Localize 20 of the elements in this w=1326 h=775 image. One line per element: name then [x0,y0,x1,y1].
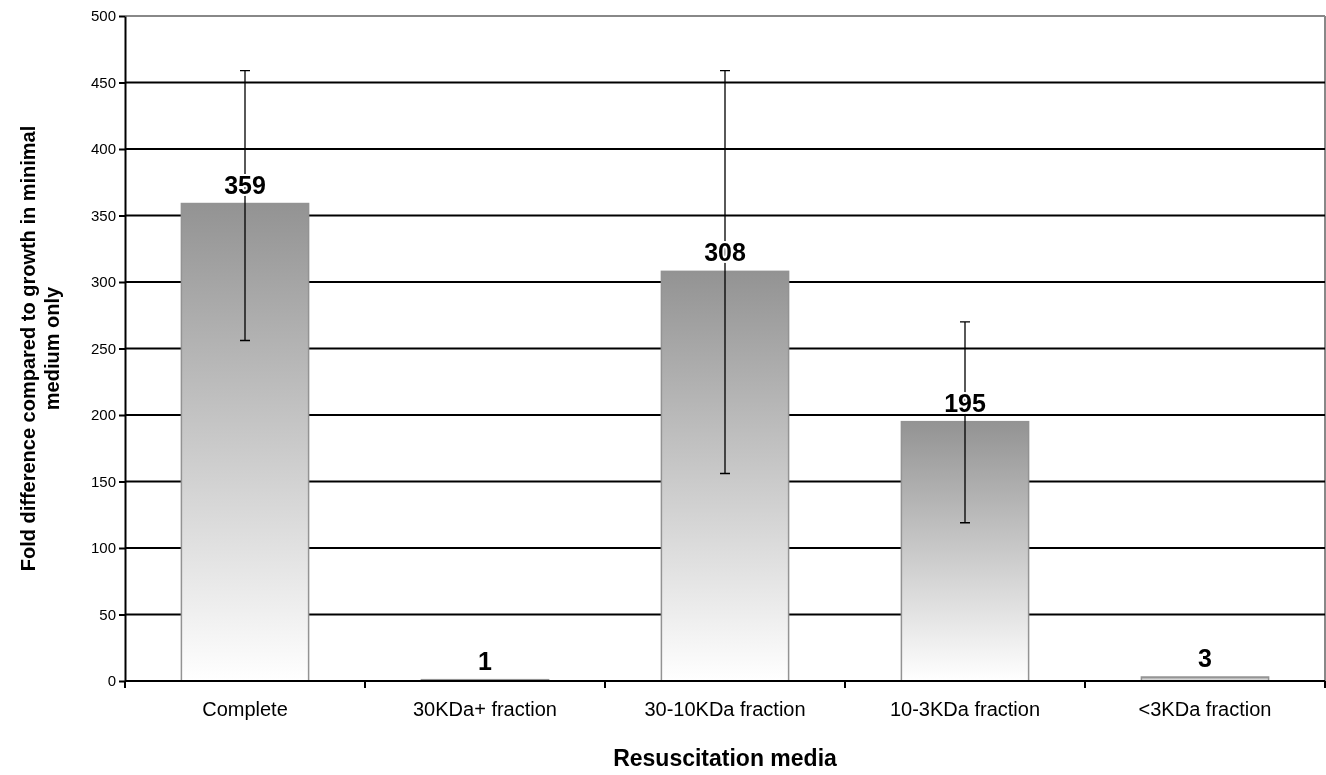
x-tick-label: <3KDa fraction [1138,698,1272,720]
y-axis-title: Fold difference compared to growth in minimal medium only [17,125,63,572]
y-tick-label: 500 [90,7,116,25]
y-tick-label: 350 [90,206,116,224]
x-tick-label: Complete [202,698,288,720]
y-tick-label: 300 [90,273,116,291]
y-tick-label: 200 [90,406,116,424]
x-tick-label: 30-10KDa fraction [644,698,806,720]
y-tick-label: 400 [90,140,116,158]
x-axis-title: Resuscitation media [613,745,838,771]
y-tick-label: 450 [90,73,116,91]
y-tick-label: 100 [90,539,116,557]
x-tick-label: 30KDa+ fraction [413,698,557,720]
data-label: 3 [1198,644,1212,673]
y-tick-label: 50 [99,605,116,623]
y-tick-label: 150 [90,472,116,490]
data-label: 1 [478,646,493,675]
x-tick-label: 10-3KDa fraction [889,698,1041,720]
y-tick-label: 250 [90,339,116,357]
y-tick-label: 0 [107,672,116,690]
